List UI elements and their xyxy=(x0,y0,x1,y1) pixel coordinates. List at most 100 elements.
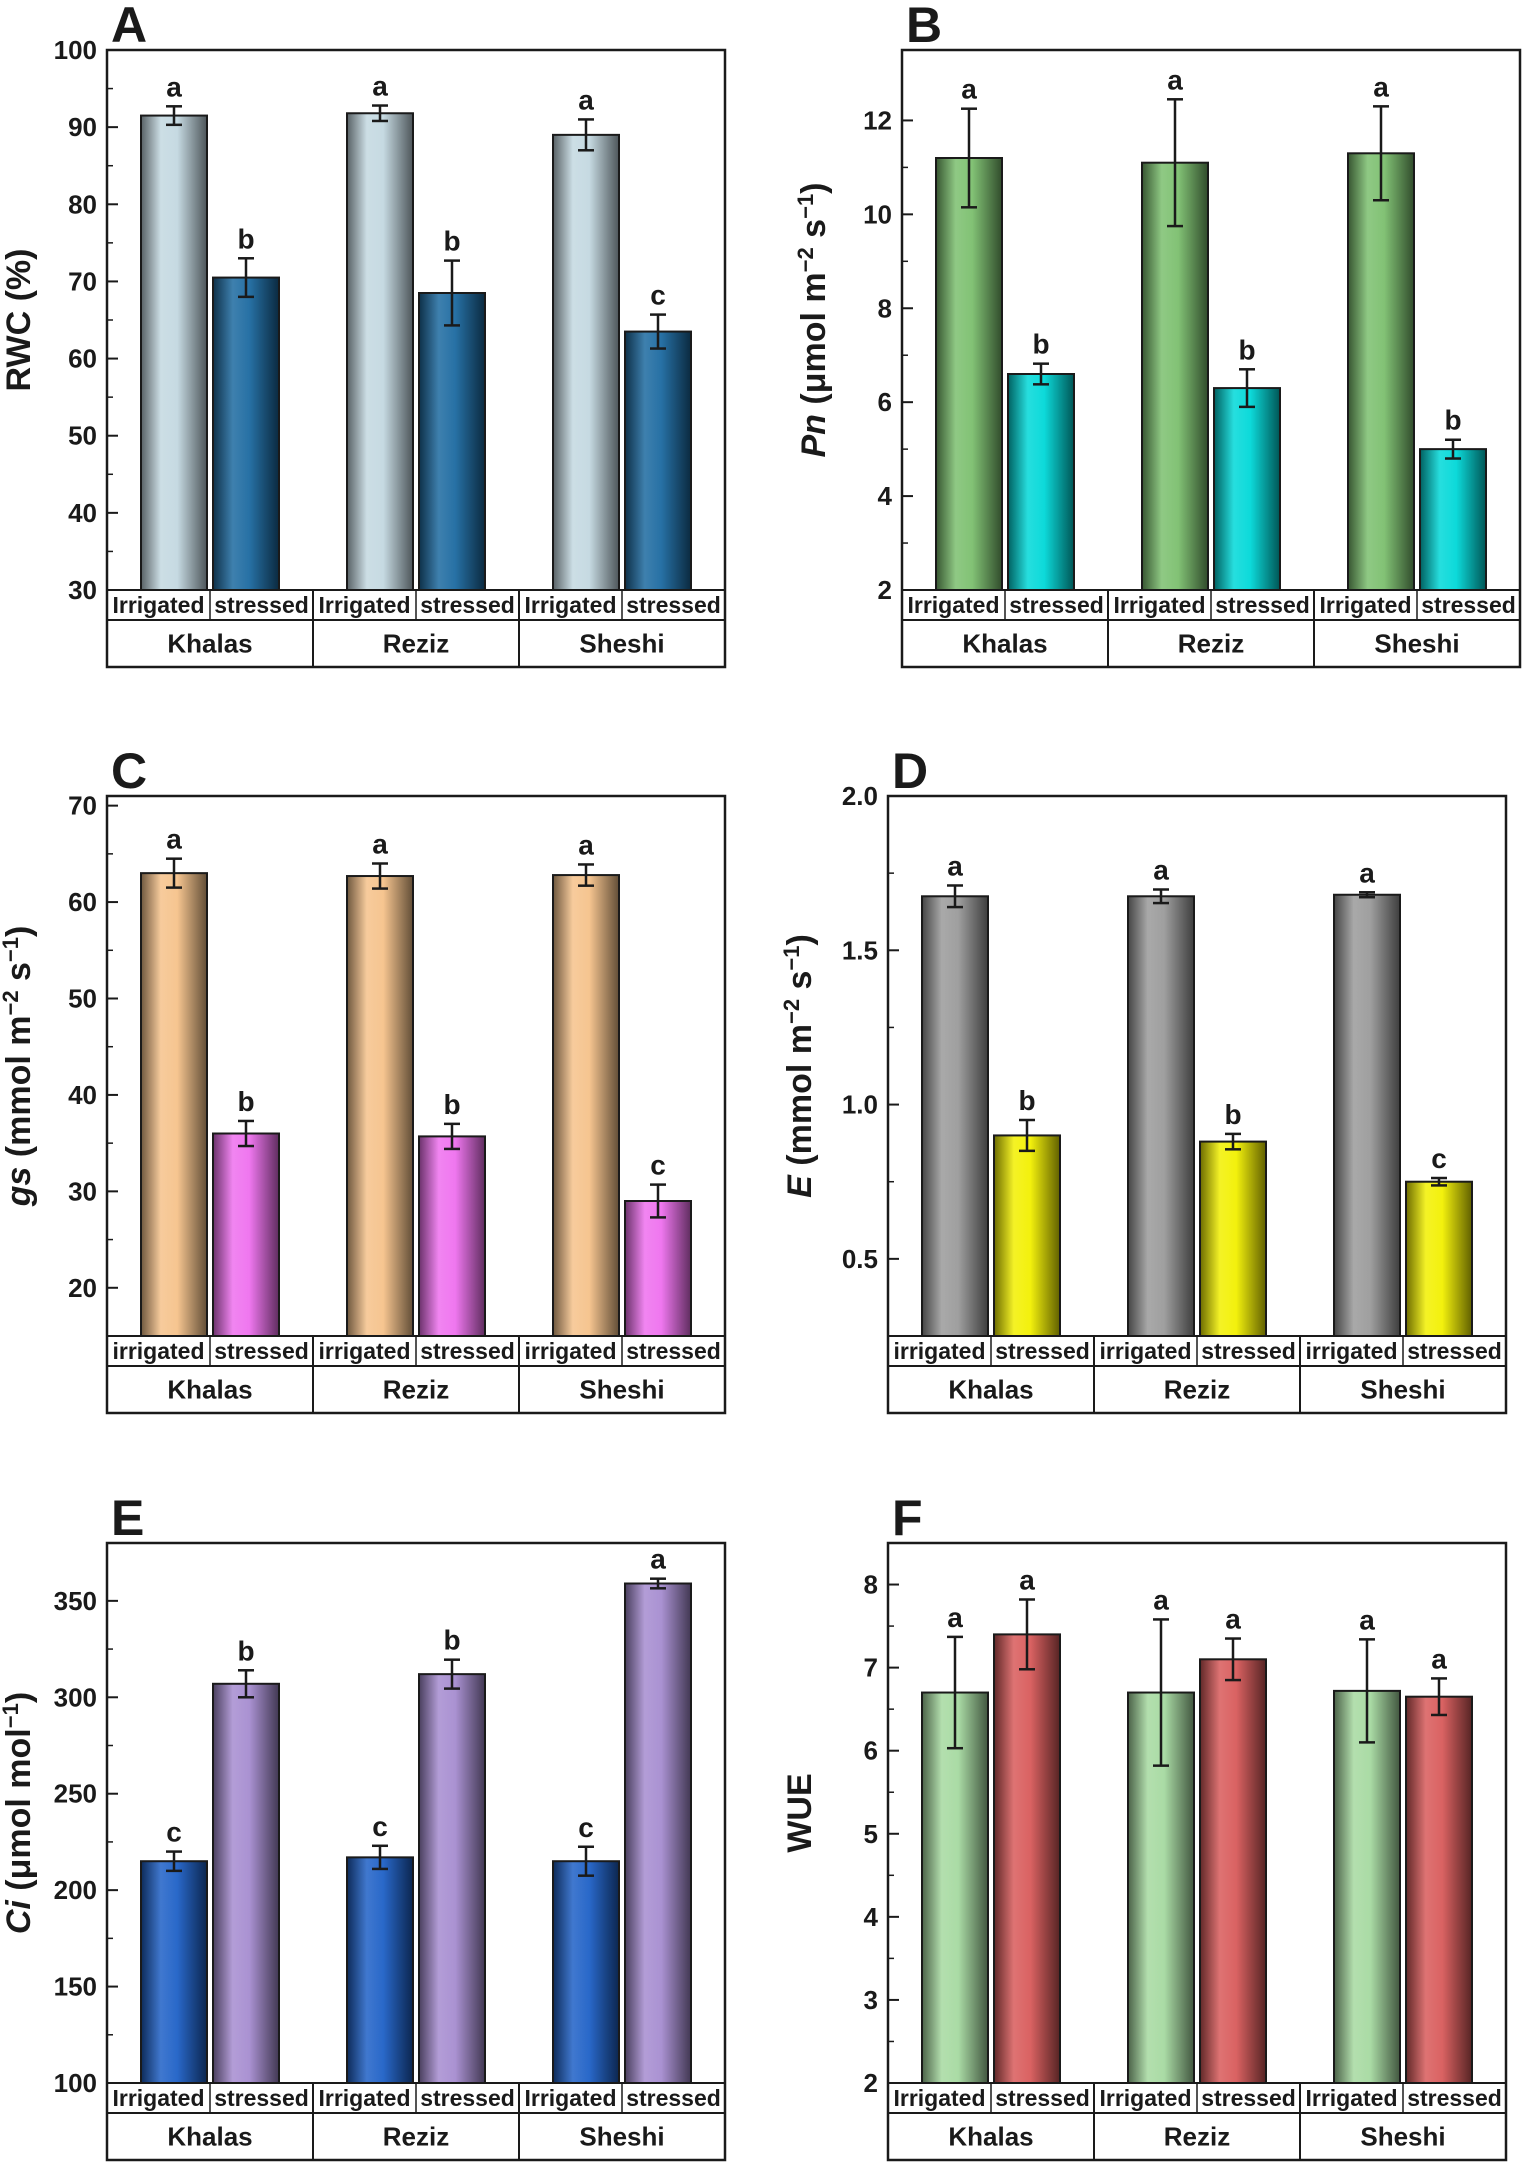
cultivar-label: Sheshi xyxy=(1360,2122,1445,2152)
significance-letter: a xyxy=(1153,854,1169,885)
condition-label: stressed xyxy=(1421,592,1516,618)
panel-b: 2 4 6 8 10 12 Pn (μmol m−2 s−1) Ba Irrigated b str… xyxy=(793,0,1522,669)
significance-letter: a xyxy=(578,829,594,860)
cultivar-label: Sheshi xyxy=(1360,1375,1445,1405)
condition-label: stressed xyxy=(626,2085,721,2111)
panel-letter: C xyxy=(111,743,147,799)
significance-letter: b xyxy=(1032,329,1049,360)
bar xyxy=(418,1673,486,2084)
y-tick-label: 200 xyxy=(54,1875,97,1905)
bar xyxy=(1199,1140,1267,1337)
bar xyxy=(418,1135,486,1337)
y-tick-label: 1.5 xyxy=(842,935,878,965)
y-tick-label: 8 xyxy=(864,1570,878,1600)
significance-letter: a xyxy=(372,71,388,102)
panel-letter: D xyxy=(892,743,928,799)
cultivar-label: Khalas xyxy=(948,2122,1033,2152)
bar xyxy=(140,1860,208,2084)
bar xyxy=(552,874,620,1337)
significance-letter: b xyxy=(237,1086,254,1117)
y-tick-label: 6 xyxy=(878,387,892,417)
y-tick-label: 6 xyxy=(864,1736,878,1766)
condition-label: stressed xyxy=(420,592,515,618)
y-tick-label: 4 xyxy=(878,481,893,511)
bar xyxy=(346,1856,414,2085)
y-tick-label: 7 xyxy=(864,1653,878,1683)
significance-letter: b xyxy=(443,1089,460,1120)
cultivar-label: Sheshi xyxy=(579,2122,664,2152)
condition-label: Irrigated xyxy=(112,2085,204,2111)
condition-label: stressed xyxy=(214,592,309,618)
significance-letter: c xyxy=(166,1817,182,1848)
significance-letter: c xyxy=(650,280,666,311)
bar xyxy=(212,1132,280,1337)
bar xyxy=(1199,1658,1267,2085)
significance-letter: b xyxy=(1018,1085,1035,1116)
cultivar-label: Khalas xyxy=(167,629,252,659)
y-tick-label: 80 xyxy=(68,189,97,219)
y-tick-label: 0.5 xyxy=(842,1244,878,1274)
panel-frame xyxy=(886,1541,1508,2162)
cultivar-label: Reziz xyxy=(383,2122,449,2152)
bar xyxy=(993,1633,1061,2085)
y-axis-label: Pn (μmol m−2 s−1) xyxy=(793,182,834,457)
y-tick-label: 2 xyxy=(878,575,892,605)
bar xyxy=(1333,893,1401,1337)
significance-letter: a xyxy=(166,824,182,855)
y-tick-label: 4 xyxy=(864,1902,879,1932)
condition-label: irrigated xyxy=(893,1338,985,1364)
y-tick-label: 5 xyxy=(864,1819,878,1849)
y-tick-label: 150 xyxy=(54,1972,97,2002)
bar xyxy=(624,1200,692,1337)
y-tick-label: 250 xyxy=(54,1779,97,1809)
bar xyxy=(1405,1695,1473,2084)
bar xyxy=(935,157,1003,591)
y-axis-label: Ci (μmol mol−1) xyxy=(0,1692,38,1934)
y-tick-label: 8 xyxy=(878,293,892,323)
significance-letter: b xyxy=(1238,334,1255,365)
significance-letter: a xyxy=(947,850,963,881)
significance-letter: a xyxy=(650,1544,666,1575)
y-axis-label: E (mmol m−2 s−1) xyxy=(779,934,820,1198)
panel-f: 2 3 4 5 6 7 8 WUE Fa Irrigated a stressed Khalas a Irr… xyxy=(781,1490,1508,2162)
cultivar-label: Khalas xyxy=(948,1375,1033,1405)
panel-letter: E xyxy=(111,1490,144,1546)
condition-label: irrigated xyxy=(318,1338,410,1364)
bar xyxy=(921,1691,989,2084)
cultivar-label: Reziz xyxy=(1178,629,1244,659)
condition-label: stressed xyxy=(995,1338,1090,1364)
y-tick-label: 2 xyxy=(864,2068,878,2098)
significance-letter: a xyxy=(578,84,594,115)
panel-letter: B xyxy=(906,0,942,53)
bar xyxy=(140,872,208,1338)
significance-letter: a xyxy=(961,74,977,105)
y-axis-label: gs (mmol m−2 s−1) xyxy=(0,926,38,1208)
condition-label: stressed xyxy=(1009,592,1104,618)
y-tick-label: 1.0 xyxy=(842,1090,878,1120)
bar xyxy=(1405,1180,1473,1337)
condition-label: Irrigated xyxy=(907,592,999,618)
y-tick-label: 70 xyxy=(68,791,97,821)
y-axis-label: WUE xyxy=(781,1773,819,1852)
condition-label: Irrigated xyxy=(524,592,616,618)
condition-label: Irrigated xyxy=(1099,2085,1191,2111)
significance-letter: b xyxy=(1224,1099,1241,1130)
cultivar-label: Reziz xyxy=(383,629,449,659)
bar xyxy=(212,1682,280,2085)
significance-letter: c xyxy=(578,1812,594,1843)
bar xyxy=(140,114,208,591)
bar xyxy=(418,292,486,591)
bar xyxy=(212,276,280,591)
condition-label: irrigated xyxy=(1305,1338,1397,1364)
bar xyxy=(921,895,989,1337)
y-tick-label: 100 xyxy=(54,35,97,65)
panel-d: 0.5 1.0 1.5 2.0 E (mmol m−2 s−1) Da irrigated b… xyxy=(779,743,1508,1415)
cultivar-label: Reziz xyxy=(1164,1375,1230,1405)
y-tick-label: 350 xyxy=(54,1586,97,1616)
condition-label: Irrigated xyxy=(524,2085,616,2111)
significance-letter: a xyxy=(1431,1643,1447,1674)
significance-letter: c xyxy=(372,1811,388,1842)
y-tick-label: 30 xyxy=(68,1176,97,1206)
y-tick-label: 20 xyxy=(68,1273,97,1303)
y-tick-label: 3 xyxy=(864,1985,878,2015)
